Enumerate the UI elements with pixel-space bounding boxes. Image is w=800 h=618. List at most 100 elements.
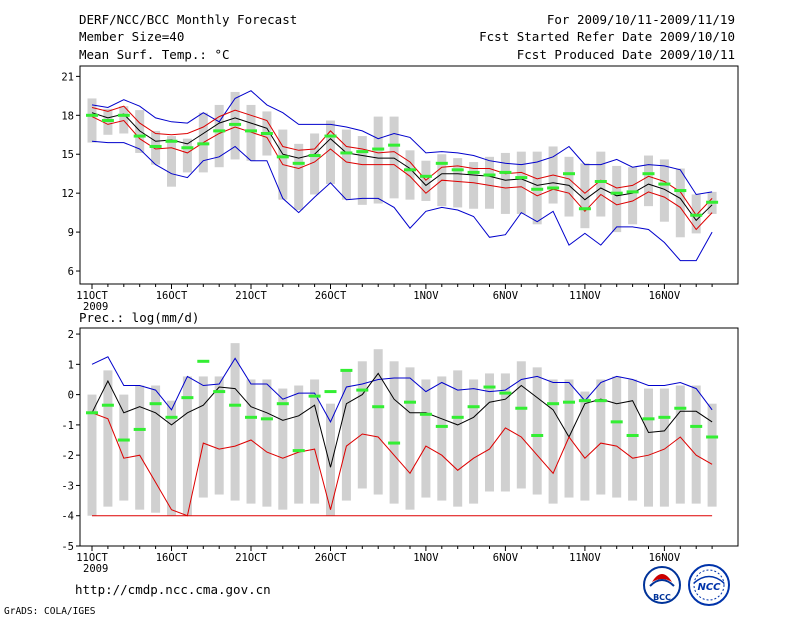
temp-frame bbox=[79, 65, 739, 285]
prec-spread-bar bbox=[103, 370, 113, 507]
temp-spread-bar bbox=[644, 155, 653, 207]
prec-spread-bar bbox=[389, 361, 399, 504]
prec-observed-marker bbox=[324, 390, 337, 394]
forecast-period: For 2009/10/11-2009/11/19 bbox=[547, 12, 735, 27]
prec-observed-marker bbox=[674, 406, 687, 410]
temp-observed-marker bbox=[86, 113, 98, 117]
prec-observed-marker bbox=[419, 412, 432, 416]
prec-spread-bar bbox=[341, 370, 351, 501]
prec-observed-marker bbox=[594, 399, 607, 403]
prec-spread-bar bbox=[151, 385, 161, 513]
temp-series-max bbox=[91, 90, 713, 196]
temp-x-tick-label: 16OCT bbox=[156, 290, 188, 302]
prec-spread-bar bbox=[485, 373, 494, 492]
temp-observed-marker bbox=[372, 147, 385, 151]
prec-observed-marker bbox=[340, 368, 353, 372]
prec-spread-bar bbox=[659, 388, 669, 507]
prec-x-tick-label: 11OCT bbox=[76, 552, 108, 564]
temp-observed-marker bbox=[578, 207, 591, 211]
temp-observed-marker bbox=[276, 155, 289, 159]
temp-observed-marker bbox=[483, 173, 496, 177]
grads-credit: GrADS: COLA/IGES bbox=[4, 606, 96, 617]
prec-spread-bar bbox=[198, 376, 208, 498]
ncc-logo-text: NCC bbox=[697, 582, 721, 593]
prec-observed-marker bbox=[181, 396, 194, 400]
prec-x-tick-label: 11NOV bbox=[569, 552, 601, 564]
temp-observed-marker bbox=[674, 189, 687, 193]
temp-observed-marker bbox=[658, 182, 671, 186]
prec-spread-bar bbox=[421, 379, 431, 498]
prec-y-tick-label: 1 bbox=[68, 359, 74, 371]
temp-observed-marker bbox=[324, 134, 337, 138]
temp-spread-bar bbox=[246, 104, 256, 161]
prec-observed-marker bbox=[626, 433, 639, 437]
temp-spread-bar bbox=[675, 168, 685, 238]
temp-spread-bar bbox=[612, 165, 622, 233]
temp-observed-marker bbox=[213, 129, 226, 133]
prec-x-tick-label: 26OCT bbox=[315, 552, 347, 564]
temp-x-tick-label: 1NOV bbox=[413, 290, 439, 302]
prec-spread-bar bbox=[437, 376, 447, 501]
prec-spread-bar bbox=[500, 373, 510, 492]
temp-observed-marker bbox=[706, 200, 719, 204]
temp-observed-marker bbox=[419, 174, 432, 178]
temp-spread-bar bbox=[357, 136, 367, 205]
prec-spread-bar bbox=[246, 379, 256, 504]
temp-spread-bar bbox=[453, 158, 463, 208]
temp-spread-bar bbox=[214, 104, 224, 168]
prec-observed-marker bbox=[435, 424, 448, 428]
temp-y-tick-label: 6 bbox=[68, 266, 74, 278]
temp-panel-title: Mean Surf. Temp.: °C bbox=[79, 47, 230, 62]
prec-spread-bar bbox=[326, 403, 335, 516]
prec-y-tick-label: -3 bbox=[61, 480, 74, 492]
temp-observed-marker bbox=[467, 170, 480, 174]
prec-observed-marker bbox=[531, 433, 544, 437]
temp-observed-marker bbox=[229, 122, 242, 126]
bcc-logo: BCC bbox=[643, 566, 681, 604]
temp-spread-bar bbox=[469, 162, 479, 209]
temp-spread-bar bbox=[500, 152, 510, 214]
temp-spread-bar bbox=[167, 136, 176, 187]
prec-spread-bar bbox=[580, 391, 590, 501]
temp-observed-marker bbox=[260, 131, 273, 135]
prec-observed-marker bbox=[610, 420, 623, 424]
ncc-logo: NCC bbox=[688, 564, 730, 606]
temp-observed-marker bbox=[388, 143, 401, 147]
temp-observed-marker bbox=[435, 161, 448, 165]
temp-spread-bar bbox=[485, 156, 494, 209]
prec-spread-bar bbox=[612, 376, 622, 498]
temp-x-tick-label: 11NOV bbox=[569, 290, 601, 302]
prec-observed-marker bbox=[229, 403, 242, 407]
temp-spread-bar bbox=[659, 159, 669, 222]
prec-observed-marker bbox=[515, 406, 528, 410]
prec-observed-marker bbox=[276, 402, 289, 406]
source-url[interactable]: http://cmdp.ncc.cma.gov.cn bbox=[75, 582, 271, 597]
temp-spread-bar bbox=[341, 129, 351, 200]
prec-observed-marker bbox=[563, 400, 575, 404]
prec-observed-marker bbox=[451, 415, 464, 419]
temp-observed-marker bbox=[547, 186, 560, 190]
prec-spread-bar bbox=[628, 379, 638, 501]
temp-x-tick-label: 6NOV bbox=[493, 290, 519, 302]
temp-spread-bar bbox=[628, 167, 638, 225]
prec-spread-bar bbox=[294, 385, 304, 504]
prec-observed-marker bbox=[260, 417, 273, 421]
prec-spread-bar bbox=[357, 361, 367, 489]
prec-x-tick-label: 16OCT bbox=[156, 552, 188, 564]
temp-y-tick-label: 15 bbox=[61, 149, 74, 161]
prec-series-max bbox=[91, 356, 713, 424]
temp-y-tick-label: 9 bbox=[68, 227, 74, 239]
temp-spread-bar bbox=[326, 120, 335, 185]
prec-spread-bar bbox=[596, 379, 606, 495]
temp-observed-marker bbox=[356, 150, 369, 154]
temp-y-tick-label: 12 bbox=[61, 188, 74, 200]
temp-x-tick-label: 26OCT bbox=[315, 290, 347, 302]
temp-spread-bar bbox=[596, 151, 606, 217]
prec-spread-bar bbox=[262, 379, 272, 507]
precipitation-panel: -5 -4 -3 -2 -1 0 1 2 11OCT 16OCT 21OCT 26OCT 1NOV 6NO… bbox=[61, 327, 739, 575]
temp-observed-marker bbox=[515, 176, 528, 180]
prec-spread-bar bbox=[135, 385, 145, 510]
temp-spread-bar bbox=[294, 143, 304, 211]
temperature-panel: 6 9 12 15 18 21 11OCT 16OCT 21OCT 26OCT 1NOV 6NOV 11… bbox=[61, 65, 739, 313]
